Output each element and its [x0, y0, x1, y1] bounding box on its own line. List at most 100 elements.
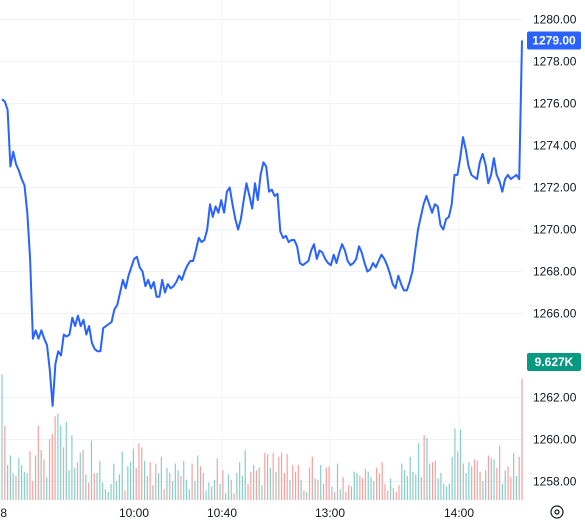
volume-bar — [169, 473, 171, 500]
volume-bar — [116, 481, 118, 500]
volume-bar — [233, 493, 235, 500]
volume-bar — [451, 456, 453, 500]
volume-bar — [392, 487, 394, 500]
y-tick-label: 1274.00 — [533, 139, 577, 153]
volume-bar — [434, 460, 436, 500]
volume-bar — [180, 475, 182, 500]
volume-bar — [110, 483, 112, 500]
volume-badge — [527, 353, 581, 371]
volume-bar — [99, 460, 101, 500]
volume-bar — [219, 483, 221, 500]
price-series — [1, 40, 523, 407]
volume-bar — [448, 483, 450, 500]
volume-bar — [445, 486, 448, 500]
volume-bar — [79, 452, 81, 500]
volume-bar — [499, 446, 501, 500]
y-axis[interactable]: 1280.00 1278.00 1276.00 1274.00 1272.00 1270.… — [533, 13, 577, 489]
volume-bar — [4, 425, 6, 500]
volume-bar — [345, 491, 347, 500]
volume-bar — [518, 456, 520, 500]
volume-bar — [490, 458, 492, 500]
volume-bar — [454, 428, 456, 500]
volume-bar — [409, 456, 411, 500]
y-tick-label: 1266.00 — [533, 307, 577, 321]
volume-bar — [501, 483, 504, 500]
volume-bar — [141, 447, 143, 500]
volume-bar — [37, 425, 39, 500]
volume-bar — [216, 458, 218, 500]
volume-bar — [289, 479, 291, 500]
volume-bar — [334, 491, 336, 500]
chart-settings-button[interactable] — [550, 505, 564, 519]
volume-bar — [320, 464, 322, 500]
volume-bar — [487, 455, 490, 500]
volume-bar — [149, 462, 151, 500]
volume-bar — [398, 485, 400, 500]
volume-bar — [34, 455, 37, 500]
volume-bar — [294, 471, 297, 500]
volume-bar — [468, 462, 470, 500]
volume-bar — [465, 473, 467, 500]
volume-bar — [342, 477, 344, 500]
volume-bar — [205, 490, 207, 500]
volume-bar — [325, 467, 327, 500]
volume-bar — [71, 435, 73, 500]
volume-bar — [415, 474, 417, 500]
volume-bar — [163, 489, 165, 500]
y-tick-label: 1276.00 — [533, 97, 577, 111]
volume-bar — [482, 481, 484, 500]
volume-bar — [390, 478, 392, 500]
volume-bar — [510, 477, 512, 500]
volume-bar — [496, 467, 498, 500]
volume-bar — [107, 491, 109, 500]
volume-bar — [429, 463, 431, 500]
volume-bar — [230, 479, 232, 500]
volume-bar — [322, 483, 325, 500]
volume-bar — [370, 477, 372, 500]
x-tick-label: 10:40 — [207, 506, 237, 520]
volume-bar — [336, 463, 339, 500]
volume-bar — [76, 462, 79, 500]
volume-bar — [328, 466, 330, 500]
y-tick-label: 1268.00 — [533, 265, 577, 279]
volume-bar — [261, 485, 263, 500]
volume-bar — [292, 464, 294, 500]
volume-bar — [85, 474, 87, 500]
volume-bar — [32, 481, 34, 500]
volume-bar — [272, 452, 274, 500]
volume-bar — [459, 429, 462, 500]
volume-bar — [457, 451, 459, 500]
x-axis[interactable]: 8 10:00 10:40 13:00 14:00 — [0, 506, 474, 520]
volume-bar — [177, 470, 179, 500]
volume-bar — [264, 452, 266, 500]
gear-icon[interactable] — [550, 505, 564, 519]
volume-bar — [440, 473, 442, 500]
volume-bar — [280, 452, 283, 500]
volume-bar — [403, 470, 406, 500]
volume-bar — [401, 463, 403, 500]
volume-bar — [118, 474, 121, 500]
y-tick-label: 1258.00 — [533, 475, 577, 489]
volume-bar — [191, 463, 193, 500]
gear-icon-center — [554, 509, 560, 515]
volume-bar — [384, 483, 386, 500]
volume-bar — [113, 463, 115, 500]
volume-bar — [462, 463, 464, 500]
volume-bar — [93, 473, 95, 500]
volume-bar — [225, 493, 227, 500]
volume-bar — [317, 479, 319, 500]
volume-bar — [96, 473, 98, 500]
volume-bar — [236, 473, 238, 500]
volume-bar — [155, 463, 157, 500]
volume-bar — [65, 421, 67, 500]
volume-bar — [132, 448, 134, 500]
volume-bar — [275, 471, 277, 500]
volume-bar — [46, 477, 48, 500]
volume-bar — [40, 450, 42, 500]
volume-bar — [152, 485, 154, 500]
volume-bar — [473, 459, 476, 500]
volume-bar — [194, 481, 196, 500]
volume-bar — [339, 489, 341, 500]
volume-bar — [311, 456, 313, 500]
